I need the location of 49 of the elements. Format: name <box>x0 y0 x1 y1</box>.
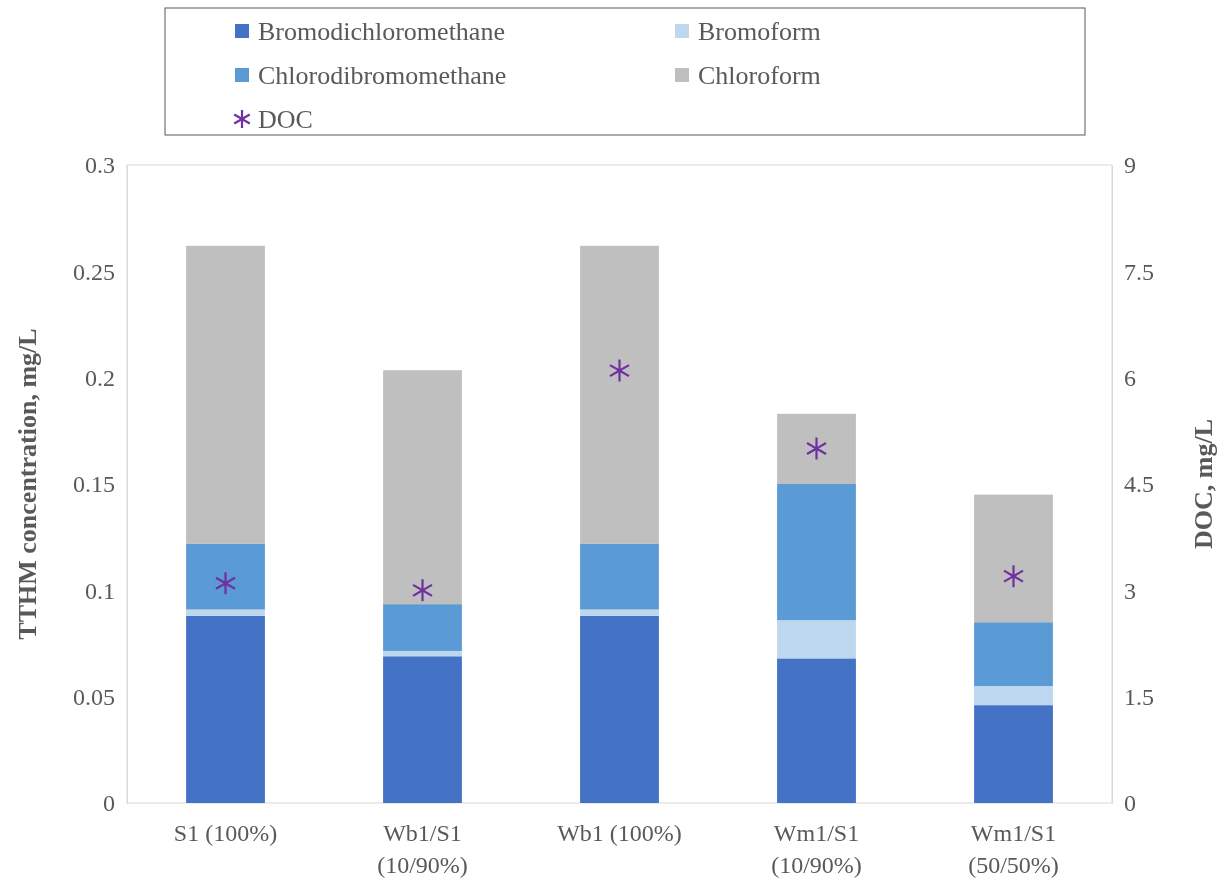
bar <box>777 620 856 659</box>
y2-tick-label: 9 <box>1124 152 1136 179</box>
bar <box>580 543 659 610</box>
y2-tick-label: 7.5 <box>1124 258 1154 285</box>
bar <box>974 494 1053 623</box>
legend-label: Chlorodibromomethane <box>258 61 507 90</box>
bar <box>974 705 1053 803</box>
bar <box>580 245 659 544</box>
y-tick-label: 0.2 <box>85 364 115 391</box>
legend-label: Bromodichloromethane <box>258 17 505 46</box>
legend-label: Chloroform <box>698 61 821 90</box>
bar <box>383 650 462 657</box>
bar <box>186 543 265 610</box>
legend-label: DOC <box>258 105 313 134</box>
bar <box>383 370 462 605</box>
bar <box>186 609 265 616</box>
y-tick-label: 0.25 <box>73 258 115 285</box>
bar <box>777 484 856 621</box>
y2-tick-label: 6 <box>1124 364 1136 391</box>
point <box>412 579 433 602</box>
y2-tick-label: 1.5 <box>1124 683 1154 710</box>
point <box>609 359 630 382</box>
bar <box>974 686 1053 706</box>
x-tick-label: Wb1 (100%) <box>557 820 682 846</box>
bar <box>186 245 265 544</box>
y2-tick-label: 4.5 <box>1124 471 1154 498</box>
y-tick-label: 0 <box>103 790 115 817</box>
bar <box>186 615 265 803</box>
bar <box>580 615 659 803</box>
bar <box>383 656 462 803</box>
x-tick-label: Wm1/S1 (10/90%) <box>771 820 862 878</box>
y2-tick-label: 0 <box>1124 790 1136 817</box>
bar <box>777 658 856 803</box>
point <box>1003 565 1024 588</box>
y-axis-title: TTHM concentration, mg/L <box>13 328 42 640</box>
bar <box>974 622 1053 687</box>
bar <box>383 604 462 651</box>
y-tick-label: 0.05 <box>73 683 115 710</box>
legend-label: Bromoform <box>698 17 821 46</box>
y-tick-label: 0.15 <box>73 471 115 498</box>
bar <box>777 413 856 484</box>
x-tick-label: S1 (100%) <box>173 820 278 846</box>
y2-tick-label: 3 <box>1124 577 1136 604</box>
x-tick-label: Wb1/S1 (10/90%) <box>377 820 468 878</box>
bar <box>580 609 659 616</box>
y-tick-label: 0.3 <box>85 152 115 179</box>
x-tick-label: Wm1/S1 (50/50%) <box>968 820 1059 878</box>
y-tick-label: 0.1 <box>85 577 115 604</box>
y2-axis-title: DOC, mg/L <box>1189 419 1218 549</box>
